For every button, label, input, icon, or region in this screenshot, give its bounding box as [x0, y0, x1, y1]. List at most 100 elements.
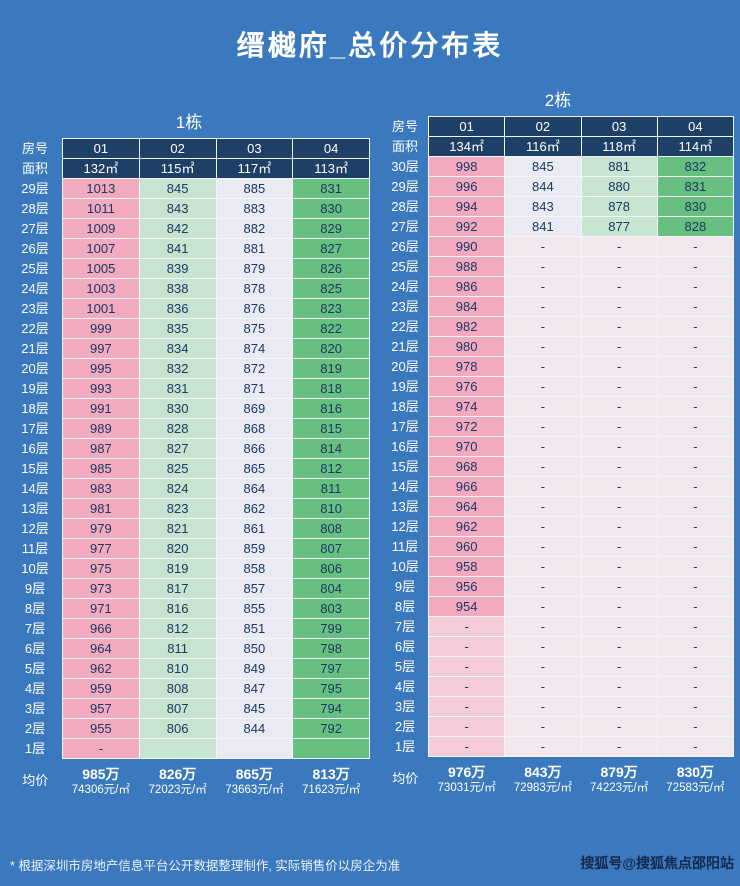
building-2-section: 2栋 房号 01 02 03 04 面积 134㎡ 116㎡ 118㎡ 114㎡ 30层 998 845… [382, 90, 735, 802]
price-cell: - [580, 536, 658, 557]
floor-label: 29层 [391, 179, 419, 194]
area-label: 面积 [21, 161, 48, 176]
price-cell: 841 [138, 238, 217, 259]
price-cell: 845 [215, 698, 294, 719]
floor-row: 14层 966- - - [382, 476, 735, 497]
floor-label: 22层 [391, 319, 419, 334]
floor-row: 24层 986- - - [382, 276, 735, 297]
price-cell: - [580, 356, 658, 377]
price-cell: - [504, 636, 582, 657]
price-cell: 818 [292, 378, 370, 399]
floor-row: 23层 984- - - [382, 296, 735, 317]
price-cell: 991 [62, 398, 140, 419]
price-cell: - [656, 456, 735, 477]
price-cell: 843 [504, 196, 582, 217]
average-unit-price: 72023元/㎡ [148, 784, 207, 796]
price-cell: 1003 [62, 278, 140, 299]
price-cell: 849 [215, 658, 294, 679]
price-cell: - [580, 336, 658, 357]
price-cell: 966 [62, 618, 140, 639]
average-label: 均价 [22, 773, 49, 789]
floor-label: 8层 [394, 599, 416, 614]
price-cell: - [580, 596, 658, 617]
price-cell [215, 738, 294, 759]
floor-label: 16层 [21, 441, 49, 456]
price-cell: 869 [215, 398, 294, 419]
price-cell: 823 [138, 498, 217, 519]
floor-label: 14层 [391, 479, 419, 494]
floor-label: 6层 [24, 641, 46, 656]
price-cell: - [580, 516, 658, 537]
floor-label: 19层 [21, 381, 49, 396]
average-cell: 976万 73031元/㎡ [429, 757, 505, 802]
floor-label: 5层 [394, 659, 416, 674]
price-cell: 861 [215, 518, 294, 539]
price-cell: - [656, 236, 735, 257]
price-cell: 982 [427, 316, 506, 337]
price-cell: 804 [292, 578, 370, 599]
price-cell: - [427, 736, 506, 757]
floor-label: 3层 [394, 699, 416, 714]
price-cell: 807 [138, 698, 217, 719]
price-cell: 832 [138, 358, 217, 379]
price-cell: - [656, 276, 735, 297]
floor-row: 18层 974- - - [382, 396, 735, 417]
price-cell: 874 [215, 338, 294, 359]
price-cell: 864 [215, 478, 294, 499]
floor-label: 20层 [391, 359, 419, 374]
price-cell: 885 [215, 178, 294, 199]
price-cell: 983 [62, 478, 140, 499]
price-cell: - [580, 236, 658, 257]
price-cell: - [580, 716, 658, 737]
price-cell: 968 [427, 456, 506, 477]
price-cell: 826 [292, 258, 370, 279]
unit-header: 01 [427, 116, 506, 137]
price-cell: - [656, 396, 735, 417]
floor-row: 10层 975 819 858 806 [8, 558, 370, 579]
unit-header-row: 房号 01 02 03 04 [382, 116, 735, 137]
floor-row: 12层 979 821 861 808 [8, 518, 370, 539]
unit-header: 04 [656, 116, 735, 137]
floor-row: 16层 987 827 866 814 [8, 438, 370, 459]
price-cell: - [427, 696, 506, 717]
price-cell: 836 [138, 298, 217, 319]
area-cell: 118㎡ [580, 136, 658, 157]
floor-row: 23层 1001 836 876 823 [8, 298, 370, 319]
price-cell: - [656, 296, 735, 317]
floor-row: 1层 - [8, 738, 370, 759]
price-cell: - [580, 376, 658, 397]
floor-label: 23层 [21, 301, 49, 316]
price-cell: - [656, 436, 735, 457]
average-cell: 879万 74223元/㎡ [581, 757, 657, 802]
price-cell: 838 [138, 278, 217, 299]
floor-label: 30层 [391, 159, 419, 174]
average-cell: 813万 71623元/㎡ [293, 759, 370, 804]
price-cell: 797 [292, 658, 370, 679]
price-cell: 958 [427, 556, 506, 577]
floor-label: 18层 [21, 401, 49, 416]
price-cell: 962 [427, 516, 506, 537]
price-cell: 995 [62, 358, 140, 379]
floor-label: 10层 [391, 559, 419, 574]
average-cell: 865万 73663元/㎡ [216, 759, 293, 804]
price-cell: - [656, 516, 735, 537]
floor-label: 1层 [394, 739, 416, 754]
price-cell: 822 [292, 318, 370, 339]
price-cell: 799 [292, 618, 370, 639]
price-cell: 986 [427, 276, 506, 297]
price-cell: 844 [504, 176, 582, 197]
price-cell: - [504, 516, 582, 537]
price-cell: 824 [138, 478, 217, 499]
price-cell: 862 [215, 498, 294, 519]
floor-row: 20层 978- - - [382, 356, 735, 377]
floor-row: 7层 - - - - [382, 616, 735, 637]
price-cell: - [504, 416, 582, 437]
area-cell: 134㎡ [427, 136, 506, 157]
floor-row: 22层 999 835 875 822 [8, 318, 370, 339]
price-cell: - [504, 536, 582, 557]
price-cell: 877 [580, 216, 658, 237]
price-cell: - [656, 476, 735, 497]
price-cell: - [580, 456, 658, 477]
price-cell: 820 [138, 538, 217, 559]
floor-label: 1层 [24, 741, 46, 756]
